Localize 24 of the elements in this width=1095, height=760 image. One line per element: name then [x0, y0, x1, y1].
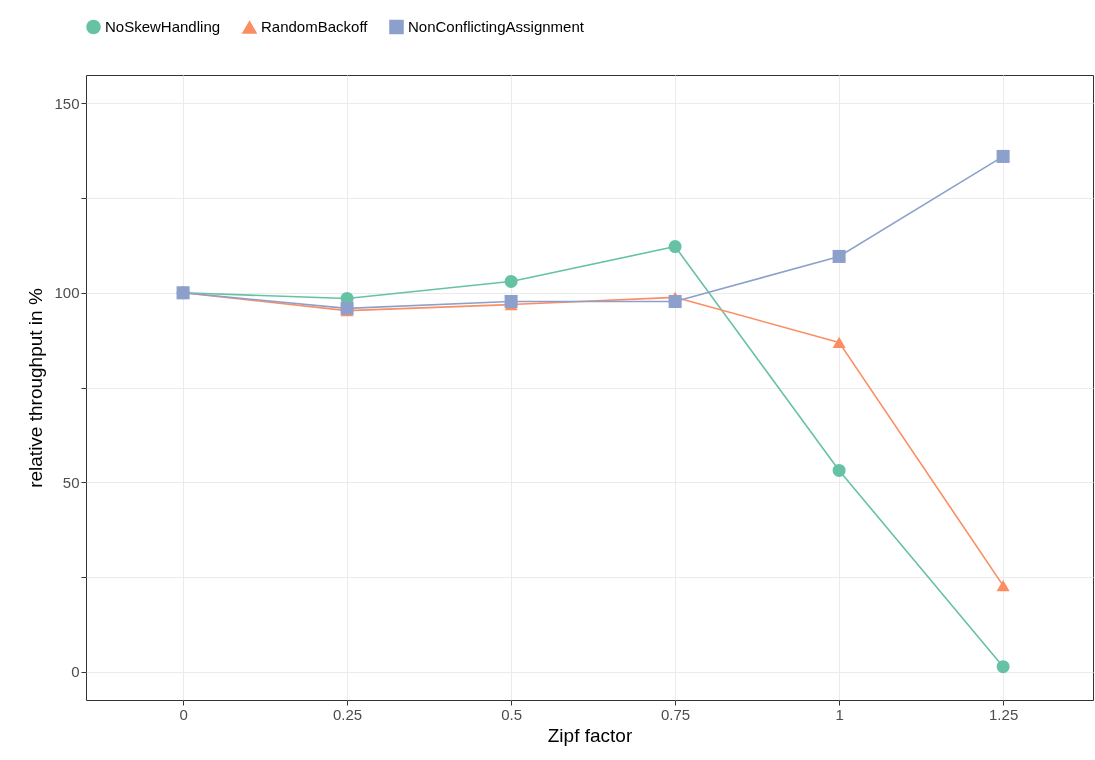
- point: [668, 240, 682, 254]
- legend-label: NoSkewHandling: [105, 17, 221, 35]
- x-tick-label: 0.25: [333, 705, 363, 723]
- point: [668, 295, 682, 309]
- x-tick-label: 0.75: [661, 705, 691, 723]
- point: [832, 336, 846, 349]
- point: [832, 463, 846, 477]
- point: [996, 149, 1010, 163]
- x-tick-label: 1: [835, 705, 844, 723]
- point: [996, 660, 1010, 674]
- y-tick-label: 0: [71, 663, 80, 681]
- x-tick-label: 0.5: [501, 705, 523, 723]
- point: [996, 579, 1010, 592]
- x-axis-title: Zipf factor: [547, 724, 633, 746]
- x-tick-label: 0: [179, 705, 188, 723]
- legend-label: RandomBackoff: [261, 18, 369, 36]
- legend-label: NonConflictingAssignment: [408, 17, 585, 35]
- y-tick-label: 100: [54, 284, 80, 302]
- y-tick-label: 50: [62, 473, 80, 491]
- y-tick-label: 150: [54, 94, 80, 112]
- point: [832, 249, 846, 263]
- x-tick-label: 1.25: [989, 705, 1019, 723]
- y-axis-title: relative throughput in %: [25, 288, 47, 488]
- point: [504, 274, 518, 288]
